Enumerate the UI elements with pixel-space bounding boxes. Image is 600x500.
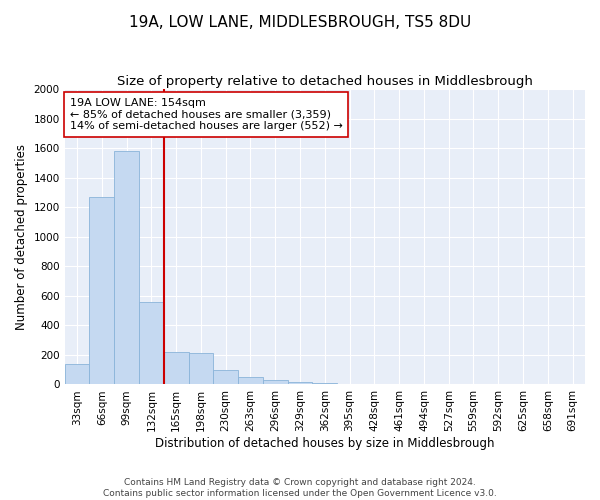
Y-axis label: Number of detached properties: Number of detached properties bbox=[15, 144, 28, 330]
Bar bbox=[287, 382, 313, 384]
Bar bbox=[114, 151, 139, 384]
Bar bbox=[65, 364, 89, 384]
Bar bbox=[238, 377, 263, 384]
Title: Size of property relative to detached houses in Middlesbrough: Size of property relative to detached ho… bbox=[117, 75, 533, 88]
Bar bbox=[214, 370, 238, 384]
Bar bbox=[164, 352, 188, 384]
Text: Contains HM Land Registry data © Crown copyright and database right 2024.
Contai: Contains HM Land Registry data © Crown c… bbox=[103, 478, 497, 498]
Bar bbox=[263, 380, 287, 384]
Text: 19A LOW LANE: 154sqm
← 85% of detached houses are smaller (3,359)
14% of semi-de: 19A LOW LANE: 154sqm ← 85% of detached h… bbox=[70, 98, 343, 131]
Text: 19A, LOW LANE, MIDDLESBROUGH, TS5 8DU: 19A, LOW LANE, MIDDLESBROUGH, TS5 8DU bbox=[129, 15, 471, 30]
X-axis label: Distribution of detached houses by size in Middlesbrough: Distribution of detached houses by size … bbox=[155, 437, 494, 450]
Bar bbox=[89, 197, 114, 384]
Bar bbox=[188, 352, 214, 384]
Bar bbox=[313, 382, 337, 384]
Bar bbox=[139, 302, 164, 384]
